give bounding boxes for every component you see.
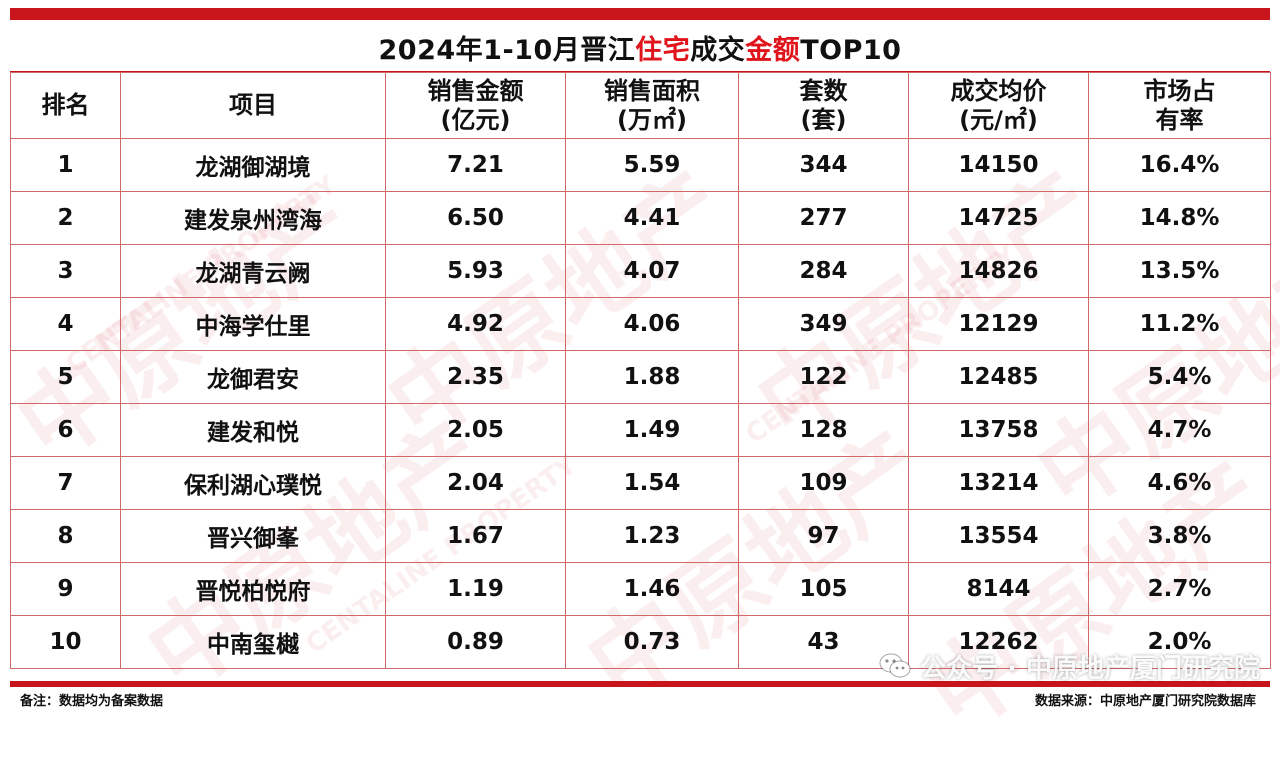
cell-share: 5.4% bbox=[1088, 350, 1271, 404]
data-source: 数据来源：中原地产厦门研究院数据库 bbox=[1034, 694, 1256, 709]
cell-rank: 5 bbox=[10, 350, 121, 404]
cell-share: 4.6% bbox=[1088, 456, 1271, 510]
cell-amount: 6.50 bbox=[385, 191, 566, 245]
header-price: 成交均价 (元/㎡) bbox=[908, 72, 1089, 139]
table-row: 8 晋兴御峯 1.67 1.23 97 13554 3.8% bbox=[10, 509, 1271, 563]
cell-project: 晋悦柏悦府 bbox=[120, 562, 386, 616]
cell-price: 8144 bbox=[908, 562, 1089, 616]
cell-units: 277 bbox=[738, 191, 909, 245]
header-rank: 排名 bbox=[10, 72, 121, 139]
cell-area: 4.07 bbox=[565, 244, 739, 298]
cell-units: 43 bbox=[738, 615, 909, 669]
cell-share: 14.8% bbox=[1088, 191, 1271, 245]
cell-area: 4.06 bbox=[565, 297, 739, 351]
wechat-watermark: 公众号 · 中原地产厦门研究院 bbox=[878, 650, 1260, 684]
cell-project: 中海学仕里 bbox=[120, 297, 386, 351]
cell-project: 晋兴御峯 bbox=[120, 509, 386, 563]
table-row: 1 龙湖御湖境 7.21 5.59 344 14150 16.4% bbox=[10, 138, 1271, 192]
cell-amount: 4.92 bbox=[385, 297, 566, 351]
header-area: 销售面积 (万㎡) bbox=[565, 72, 739, 139]
cell-price: 13214 bbox=[908, 456, 1089, 510]
cell-price: 14826 bbox=[908, 244, 1089, 298]
cell-share: 11.2% bbox=[1088, 297, 1271, 351]
cell-amount: 1.67 bbox=[385, 509, 566, 563]
cell-rank: 2 bbox=[10, 191, 121, 245]
cell-units: 97 bbox=[738, 509, 909, 563]
cell-price: 12129 bbox=[908, 297, 1089, 351]
cell-amount: 1.19 bbox=[385, 562, 566, 616]
footer-accent-bar bbox=[10, 681, 1270, 687]
cell-price: 14725 bbox=[908, 191, 1089, 245]
cell-rank: 3 bbox=[10, 244, 121, 298]
cell-rank: 7 bbox=[10, 456, 121, 510]
cell-price: 12485 bbox=[908, 350, 1089, 404]
cell-project: 中南玺樾 bbox=[120, 615, 386, 669]
cell-price: 13554 bbox=[908, 509, 1089, 563]
page-title: 2024年1-10月晋江住宅成交金额TOP10 bbox=[10, 30, 1270, 72]
cell-units: 109 bbox=[738, 456, 909, 510]
cell-area: 0.73 bbox=[565, 615, 739, 669]
header-amount: 销售金额 (亿元) bbox=[385, 72, 566, 139]
header-accent-bar bbox=[10, 8, 1270, 20]
cell-area: 1.46 bbox=[565, 562, 739, 616]
cell-units: 344 bbox=[738, 138, 909, 192]
table-row: 7 保利湖心璞悦 2.04 1.54 109 13214 4.6% bbox=[10, 456, 1271, 510]
cell-price: 14150 bbox=[908, 138, 1089, 192]
cell-units: 284 bbox=[738, 244, 909, 298]
wechat-icon bbox=[878, 652, 912, 680]
cell-price: 13758 bbox=[908, 403, 1089, 457]
cell-rank: 1 bbox=[10, 138, 121, 192]
cell-amount: 2.04 bbox=[385, 456, 566, 510]
cell-project: 保利湖心璞悦 bbox=[120, 456, 386, 510]
table-row: 4 中海学仕里 4.92 4.06 349 12129 11.2% bbox=[10, 297, 1271, 351]
footnote: 备注：数据均为备案数据 bbox=[20, 694, 164, 709]
cell-area: 4.41 bbox=[565, 191, 739, 245]
cell-share: 4.7% bbox=[1088, 403, 1271, 457]
cell-area: 1.88 bbox=[565, 350, 739, 404]
cell-project: 建发泉州湾海 bbox=[120, 191, 386, 245]
cell-project: 龙湖青云阙 bbox=[120, 244, 386, 298]
cell-project: 龙湖御湖境 bbox=[120, 138, 386, 192]
cell-area: 1.54 bbox=[565, 456, 739, 510]
table-row: 9 晋悦柏悦府 1.19 1.46 105 8144 2.7% bbox=[10, 562, 1271, 616]
ranking-table: 排名 项目 销售金额 (亿元) 销售面积 (万㎡) 套数 (套) 成交均价 (元/㎡) … bbox=[10, 72, 1271, 669]
table-row: 10 中南玺樾 0.89 0.73 43 12262 2.0% bbox=[10, 615, 1271, 669]
cell-amount: 0.89 bbox=[385, 615, 566, 669]
cell-units: 105 bbox=[738, 562, 909, 616]
cell-share: 13.5% bbox=[1088, 244, 1271, 298]
ranking-table-panel: 2024年1-10月晋江住宅成交金额TOP10 排名 项目 销售金额 (亿元) 销… bbox=[10, 30, 1271, 669]
header-units: 套数 (套) bbox=[738, 72, 909, 139]
cell-amount: 2.05 bbox=[385, 403, 566, 457]
cell-area: 1.23 bbox=[565, 509, 739, 563]
header-project: 项目 bbox=[120, 72, 386, 139]
cell-amount: 2.35 bbox=[385, 350, 566, 404]
cell-rank: 8 bbox=[10, 509, 121, 563]
cell-price: 12262 bbox=[908, 615, 1089, 669]
cell-share: 2.0% bbox=[1088, 615, 1271, 669]
cell-share: 3.8% bbox=[1088, 509, 1271, 563]
cell-rank: 6 bbox=[10, 403, 121, 457]
cell-area: 1.49 bbox=[565, 403, 739, 457]
cell-units: 128 bbox=[738, 403, 909, 457]
table-header-row: 排名 项目 销售金额 (亿元) 销售面积 (万㎡) 套数 (套) 成交均价 (元/㎡) … bbox=[10, 72, 1271, 139]
cell-project: 建发和悦 bbox=[120, 403, 386, 457]
table-row: 5 龙御君安 2.35 1.88 122 12485 5.4% bbox=[10, 350, 1271, 404]
cell-units: 122 bbox=[738, 350, 909, 404]
cell-amount: 7.21 bbox=[385, 138, 566, 192]
cell-project: 龙御君安 bbox=[120, 350, 386, 404]
wechat-label: 公众号 · 中原地产厦门研究院 bbox=[920, 653, 1260, 684]
cell-share: 2.7% bbox=[1088, 562, 1271, 616]
cell-amount: 5.93 bbox=[385, 244, 566, 298]
cell-area: 5.59 bbox=[565, 138, 739, 192]
table-row: 3 龙湖青云阙 5.93 4.07 284 14826 13.5% bbox=[10, 244, 1271, 298]
table-row: 2 建发泉州湾海 6.50 4.41 277 14725 14.8% bbox=[10, 191, 1271, 245]
cell-rank: 9 bbox=[10, 562, 121, 616]
cell-units: 349 bbox=[738, 297, 909, 351]
cell-rank: 10 bbox=[10, 615, 121, 669]
header-share: 市场占 有率 bbox=[1088, 72, 1271, 139]
cell-share: 16.4% bbox=[1088, 138, 1271, 192]
table-row: 6 建发和悦 2.05 1.49 128 13758 4.7% bbox=[10, 403, 1271, 457]
cell-rank: 4 bbox=[10, 297, 121, 351]
